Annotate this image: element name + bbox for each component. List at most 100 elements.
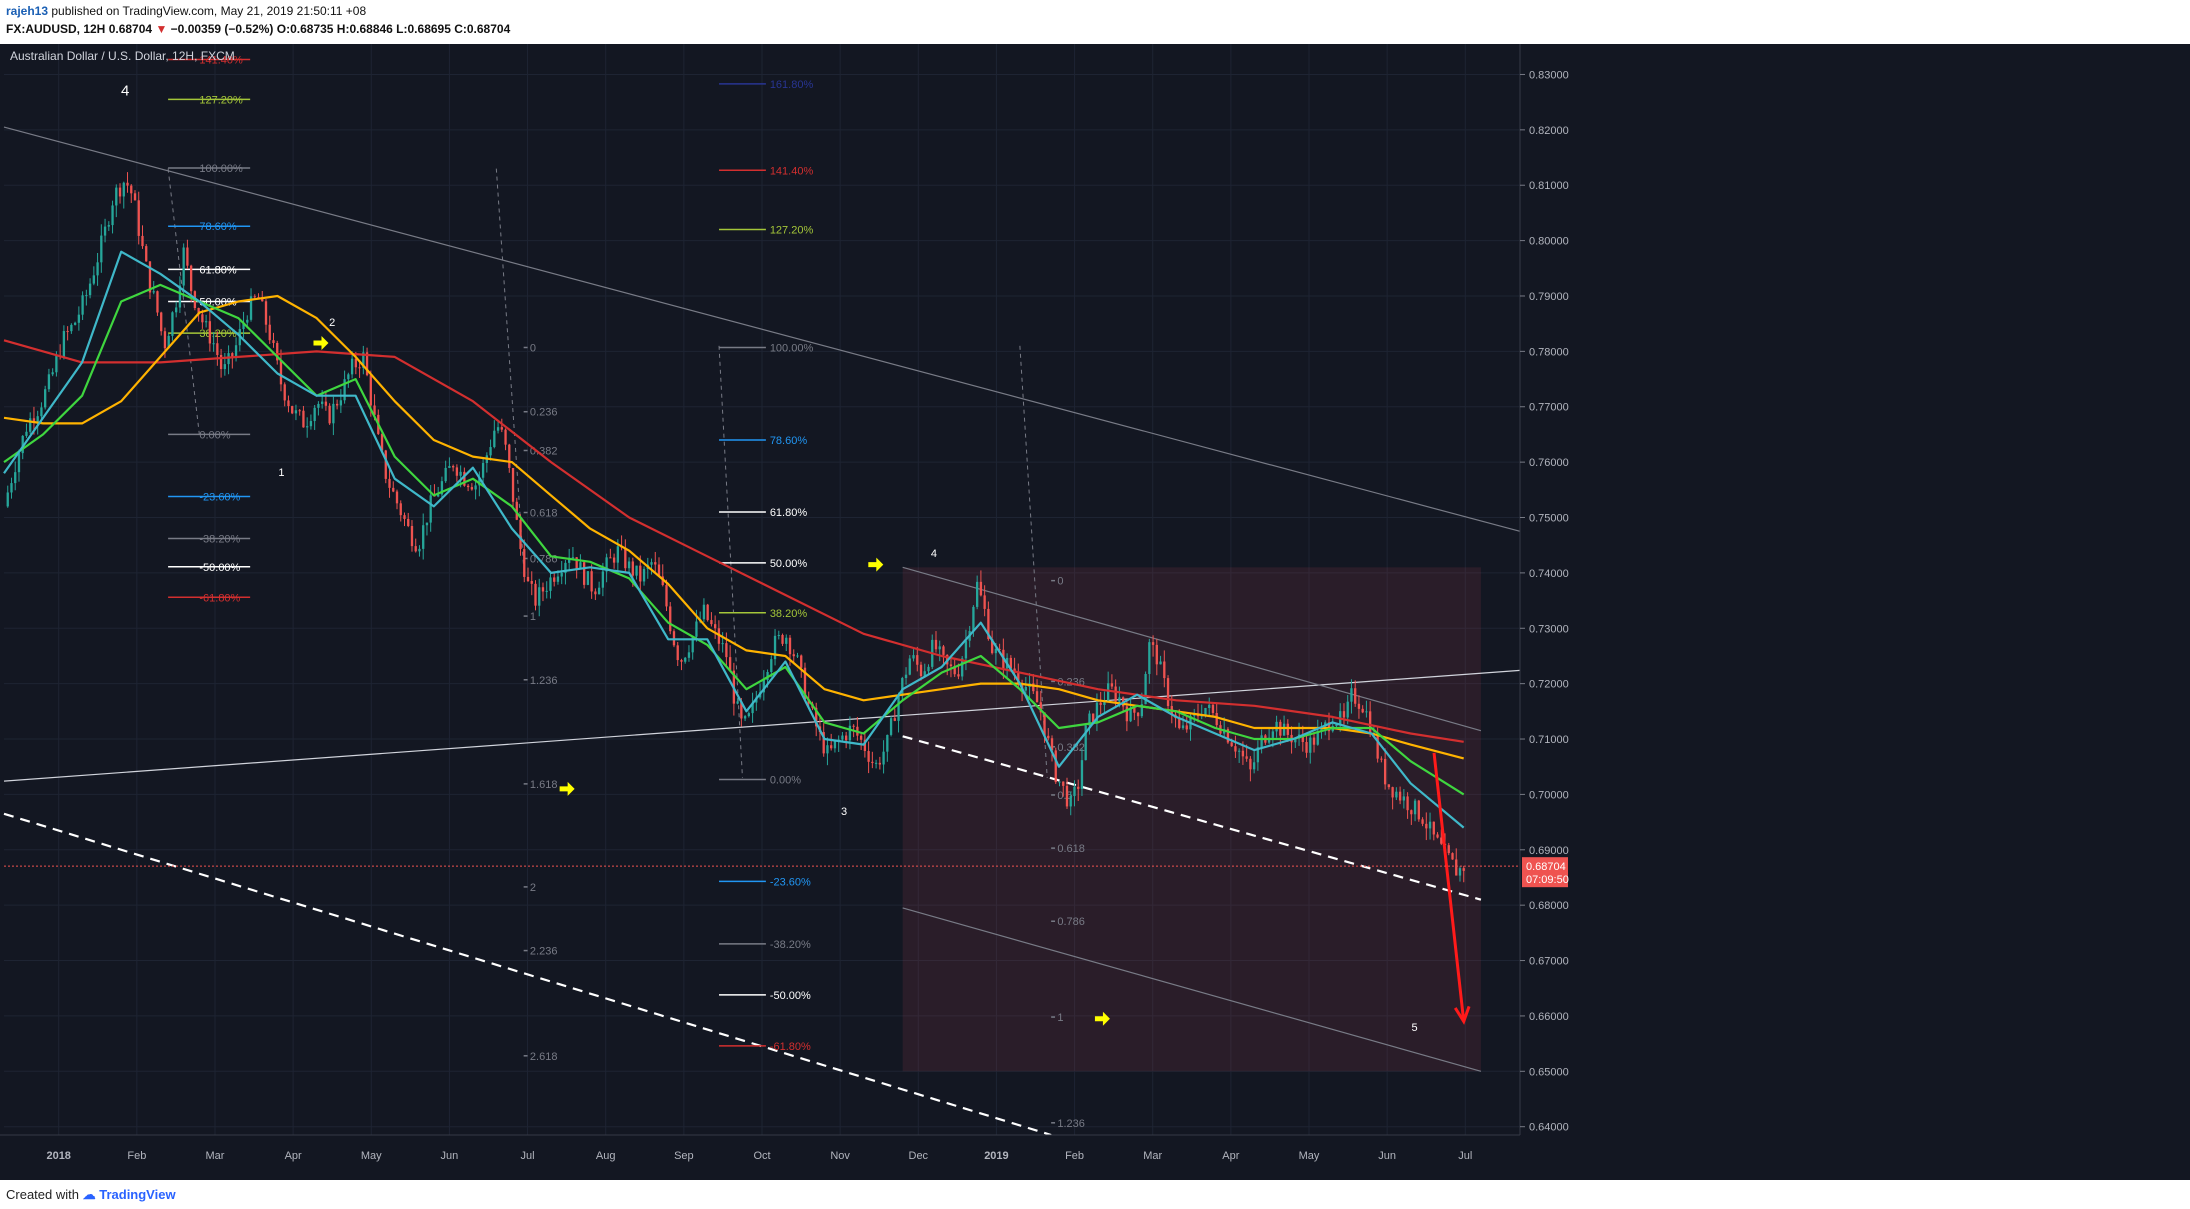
candle-body (1047, 735, 1050, 739)
candle-body (923, 671, 926, 677)
candle-body (1151, 642, 1155, 645)
candle-body (1133, 707, 1136, 713)
candle-body (830, 745, 833, 749)
tradingview-logo-icon[interactable]: ☁ (82, 1187, 96, 1202)
price-chart[interactable]: 141.40%127.20%100.00%78.60%61.80%50.00%3… (0, 44, 2190, 1180)
annotation-layer: 4 2 1 3 4 5 (4, 83, 1520, 1034)
candle-body (96, 262, 99, 276)
candle-body (934, 639, 938, 650)
candle-body (740, 701, 743, 719)
time-tick-label: Nov (830, 1150, 850, 1162)
publisher-name[interactable]: rajeh13 (6, 4, 49, 18)
candle-body (504, 429, 507, 445)
candle-body (21, 435, 24, 454)
candle-body (496, 427, 500, 431)
candle-body (523, 549, 526, 577)
candle-body (1110, 683, 1114, 687)
candle-body (901, 678, 904, 697)
candle-body (133, 193, 137, 201)
published-text: published on TradingView.com, May 21, 20… (51, 4, 367, 18)
candle-body (605, 557, 608, 572)
candle-body (88, 283, 92, 296)
candle-body (571, 557, 575, 559)
candle-body (1365, 711, 1368, 713)
candle-body (927, 666, 930, 672)
candle-body (470, 487, 474, 490)
candle-body (437, 494, 440, 497)
candle-body (253, 296, 256, 298)
moving-average-layer (3, 250, 1465, 829)
candle-body (788, 637, 792, 655)
candle-body (29, 418, 32, 432)
time-tick-label: Apr (285, 1150, 302, 1162)
candle-body (347, 374, 350, 380)
trendline (902, 735, 1482, 901)
candle-body (1252, 762, 1256, 770)
time-tick-label: Jun (441, 1150, 459, 1162)
candle-body (145, 246, 148, 262)
chart-header: rajeh13 published on TradingView.com, Ma… (0, 0, 2190, 44)
candle-body (1054, 750, 1057, 783)
candle-body (919, 664, 923, 677)
candle-body (1159, 661, 1162, 665)
candle-body (1178, 718, 1181, 729)
moving-average-line (3, 339, 1464, 743)
candle-body (631, 561, 634, 576)
candle-body (706, 604, 709, 621)
price-tick-label: 0.67000 (1529, 956, 1569, 968)
trendline (3, 812, 1052, 1137)
candle-body (1440, 837, 1443, 844)
candle-body (1118, 697, 1121, 702)
trendline (495, 168, 525, 568)
candle-body (725, 643, 728, 658)
candle-body (62, 331, 66, 357)
candle-body (410, 526, 414, 547)
candle-body (579, 562, 582, 570)
time-tick-label: Jun (1378, 1150, 1396, 1162)
candle-body (36, 416, 39, 423)
candle-body (354, 358, 357, 368)
time-axis-background (0, 1135, 2190, 1180)
fib-level-label: -38.20% (199, 534, 240, 546)
footer: Created with ☁ TradingView (0, 1180, 2190, 1209)
candle-body (1080, 760, 1084, 789)
candle-body (1039, 702, 1042, 713)
time-tick-label: Mar (206, 1150, 225, 1162)
candle-body (264, 301, 268, 325)
candle-body (418, 548, 421, 552)
candle-body (998, 648, 1001, 650)
candle-body (534, 583, 537, 606)
countdown-timer: 07:09:50 (1526, 874, 1569, 886)
price-tick-label: 0.75000 (1529, 513, 1569, 525)
candle-body (586, 571, 590, 585)
chart-area[interactable]: 141.40% 127.20% 100.00% 78.60% 61.80% 50.00% 3… (0, 44, 2190, 1180)
candle-body (612, 557, 616, 563)
price-axis[interactable]: 0.64000 0.65000 0.66000 0.67000 0.68000 0.690… (1519, 44, 2190, 1135)
candle-body (889, 718, 893, 735)
candle-body (1088, 713, 1091, 726)
fib-level-label: 38.20% (770, 608, 808, 620)
candle-body (983, 595, 986, 609)
candle-body (916, 655, 919, 665)
candle-body (118, 187, 122, 197)
yellow-arrow-icon (1094, 1011, 1110, 1026)
time-tick-label: Feb (127, 1150, 146, 1162)
candle-body (141, 235, 144, 247)
candle-body (508, 444, 511, 468)
time-axis[interactable]: 2018 Feb Mar Apr May Jun Jul Aug Sep Oct Nov Dec 201… (0, 1134, 2190, 1180)
candle-body (979, 581, 983, 596)
candle-body (455, 467, 459, 476)
candle-body (1241, 750, 1245, 757)
fib-level-label: 100.00% (199, 163, 243, 175)
candle-body (500, 427, 503, 430)
wave-label: 3 (841, 806, 847, 818)
tradingview-brand[interactable]: TradingView (99, 1187, 176, 1202)
candle-body (687, 652, 691, 658)
candle-body (1432, 821, 1435, 835)
fib-level-label: -38.20% (770, 939, 811, 951)
candle-body (1462, 868, 1465, 871)
candle-body (107, 225, 110, 227)
candle-body (545, 590, 548, 592)
candle-body (1148, 642, 1151, 674)
candle-body (212, 343, 215, 345)
